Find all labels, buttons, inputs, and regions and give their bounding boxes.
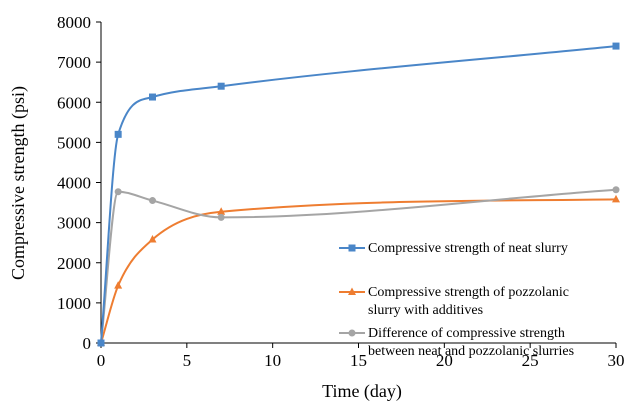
series-line xyxy=(100,188,617,344)
legend-entry-1: Compressive strength of neat slurry xyxy=(339,241,568,256)
legend-label: between neat and pozzolanic slurries xyxy=(368,344,574,359)
data-point-square xyxy=(217,82,225,90)
y-tick-label: 5000 xyxy=(57,133,91,152)
x-tick-label: 15 xyxy=(350,351,367,370)
series-2 xyxy=(97,194,620,346)
x-tick-label: 25 xyxy=(522,351,539,370)
y-tick-label: 0 xyxy=(83,334,92,353)
data-point-triangle xyxy=(148,234,157,243)
legend: Compressive strength of neat slurry Compr… xyxy=(339,241,574,359)
y-tick-label: 4000 xyxy=(57,174,91,193)
x-tick-label: 10 xyxy=(264,351,281,370)
legend-swatch-marker xyxy=(348,244,356,252)
y-tick-label: 8000 xyxy=(57,13,91,32)
series-1 xyxy=(97,42,620,347)
data-point-square xyxy=(114,130,122,138)
data-point-circle xyxy=(114,188,122,196)
legend-swatch-marker xyxy=(348,287,356,295)
data-point-triangle xyxy=(612,194,620,203)
data-point-circle xyxy=(149,197,156,205)
series-3 xyxy=(97,186,620,347)
y-tick-label: 2000 xyxy=(57,254,91,273)
x-tick-label: 5 xyxy=(183,351,192,370)
data-point-triangle xyxy=(217,207,226,215)
y-axis-title: Compressive strength (psi) xyxy=(8,86,29,280)
data-point-circle xyxy=(217,213,225,221)
x-tick-label: 20 xyxy=(436,351,453,370)
data-point-triangle xyxy=(114,281,123,289)
legend-label: Compressive strength of pozzolanic xyxy=(368,285,569,300)
legend-label: Difference of compressive strength xyxy=(368,326,565,341)
series-layer xyxy=(97,42,620,347)
axes: 0 1000 2000 3000 4000 5000 6000 7000 8000 0 5 10 15 2… xyxy=(57,13,625,370)
series-line xyxy=(100,45,617,344)
y-tick-label: 7000 xyxy=(57,53,91,72)
data-point-square xyxy=(612,42,620,50)
legend-label: slurry with additives xyxy=(368,303,483,318)
legend-entry-3: Difference of compressive strength betwee… xyxy=(339,326,574,359)
y-tick-label: 1000 xyxy=(57,294,91,313)
data-point-square xyxy=(149,93,156,101)
data-point-square xyxy=(97,339,105,347)
series-line xyxy=(100,198,617,344)
data-point-circle xyxy=(612,186,620,194)
x-tick-label: 30 xyxy=(608,351,625,370)
x-axis-title: Time (day) xyxy=(322,381,402,402)
y-tick-label: 6000 xyxy=(57,93,91,112)
y-tick-label: 3000 xyxy=(57,214,91,233)
x-tick-label: 0 xyxy=(97,351,106,370)
legend-label: Compressive strength of neat slurry xyxy=(368,241,568,256)
legend-swatch-marker xyxy=(348,329,356,337)
legend-entry-2: Compressive strength of pozzolanic slurry… xyxy=(339,285,569,318)
